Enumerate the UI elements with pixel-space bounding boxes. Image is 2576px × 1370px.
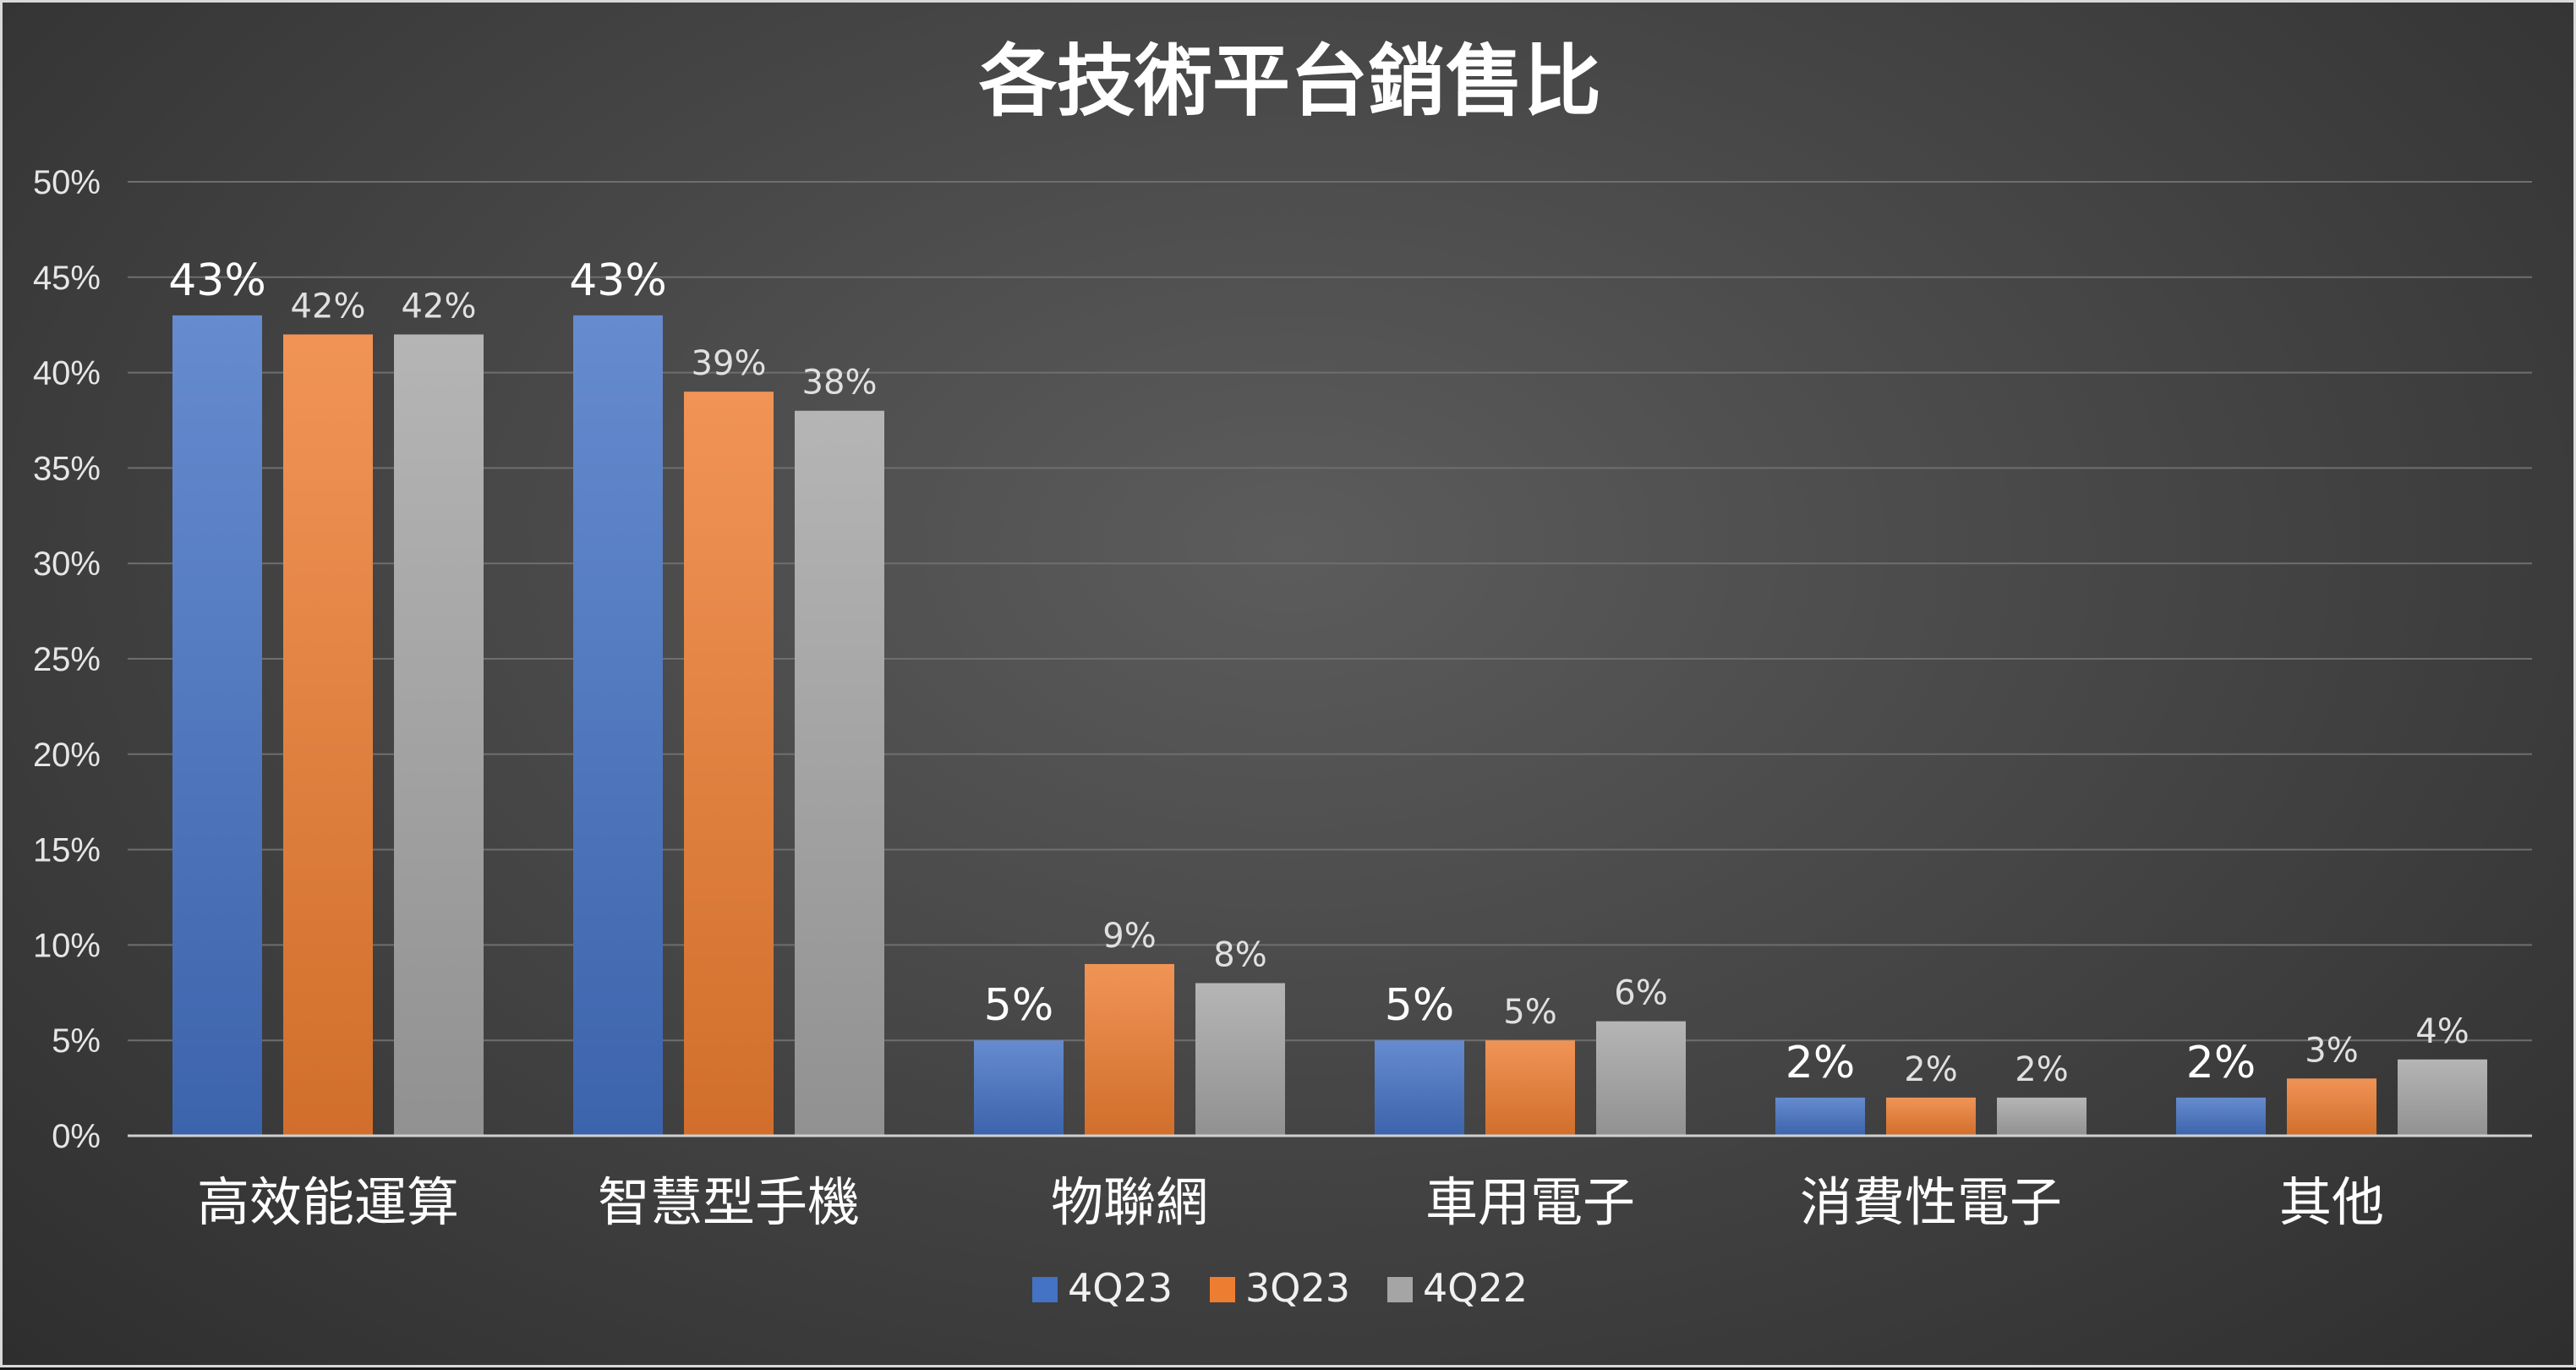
y-tick-label: 10% [33,927,101,964]
x-tick-label: 高效能運算 [197,1171,459,1233]
grid-layer: 0% 5% 10% 15% 20% 25% 30% 35% 40% 45% 50% [33,164,2532,1155]
data-label: 5% [1503,993,1556,1032]
data-label: 9% [1102,917,1156,956]
data-label: 6% [1614,974,1667,1013]
x-tick-label: 消費性電子 [1800,1171,2062,1233]
y-tick-label: 45% [33,260,101,297]
bar-4q23 [172,315,262,1136]
bar-3q23 [1886,1097,1976,1136]
legend-label: 4Q23 [1068,1265,1173,1311]
y-tick-label: 35% [33,450,101,487]
y-tick-label: 0% [52,1118,101,1155]
data-label: 5% [1385,980,1455,1031]
bar-4q23 [2176,1097,2266,1136]
bar-3q23 [684,392,774,1136]
legend-swatch [1387,1277,1413,1302]
bar-4q23 [573,315,663,1136]
chart-title: 各技術平台銷售比 [979,36,1601,127]
y-tick-label: 50% [33,164,101,201]
bar-4q22 [2398,1059,2487,1136]
data-label: 2% [2186,1038,2256,1088]
data-label: 8% [1213,936,1266,975]
data-label: 4% [2415,1012,2469,1051]
bar-4q22 [394,334,484,1137]
legend-label: 4Q22 [1423,1265,1528,1311]
x-tick-label: 智慧型手機 [598,1171,860,1233]
x-tick-label: 車用電子 [1425,1171,1635,1233]
bar-chart: 各技術平台銷售比 0% 5% 10% 15% 20% 25% 30% 35% 40% 45% 50%… [33,36,2532,1311]
data-label: 42% [402,287,477,326]
axis-layer: 高效能運算 智慧型手機 物聯網 車用電子 消費性電子 其他 [128,1134,2532,1233]
y-tick-label: 20% [33,737,101,774]
y-tick-label: 5% [52,1022,101,1060]
bar-3q23 [1085,963,1174,1136]
legend-label: 3Q23 [1245,1265,1350,1311]
y-tick-label: 25% [33,641,101,678]
bar-4q22 [1997,1097,2087,1136]
data-label: 5% [984,980,1054,1031]
bars-layer [172,315,2487,1137]
data-label: 2% [2015,1050,2068,1089]
data-label: 3% [2305,1031,2358,1070]
data-label: 38% [802,364,878,403]
legend-swatch [1032,1277,1058,1302]
bar-4q23 [1375,1040,1464,1136]
bar-4q22 [1195,983,1285,1136]
bar-3q23 [1485,1040,1575,1136]
value-labels-layer: 43% 42% 42% 43% 39% 38% 5% 9% 8% 5% 5% 6% 2% 2% 2% 2% 3%… [168,255,2469,1089]
legend: 4Q23 3Q23 4Q22 [1032,1265,1528,1311]
data-label: 2% [1904,1050,1957,1089]
x-tick-label: 物聯網 [1051,1171,1208,1233]
bar-3q23 [283,334,373,1137]
bar-3q23 [2287,1078,2376,1136]
y-tick-label: 30% [33,545,101,583]
data-label: 42% [291,287,366,326]
data-label: 43% [168,255,266,306]
bar-4q23 [974,1040,1064,1136]
y-tick-label: 15% [33,832,101,869]
bar-4q22 [795,410,884,1137]
data-label: 2% [1786,1038,1856,1088]
bar-4q22 [1596,1021,1686,1136]
data-label: 43% [569,255,667,306]
bar-4q23 [1775,1097,1865,1136]
x-tick-label: 其他 [2279,1171,2384,1233]
y-tick-label: 40% [33,355,101,392]
data-label: 39% [692,344,767,383]
legend-swatch [1210,1277,1235,1302]
